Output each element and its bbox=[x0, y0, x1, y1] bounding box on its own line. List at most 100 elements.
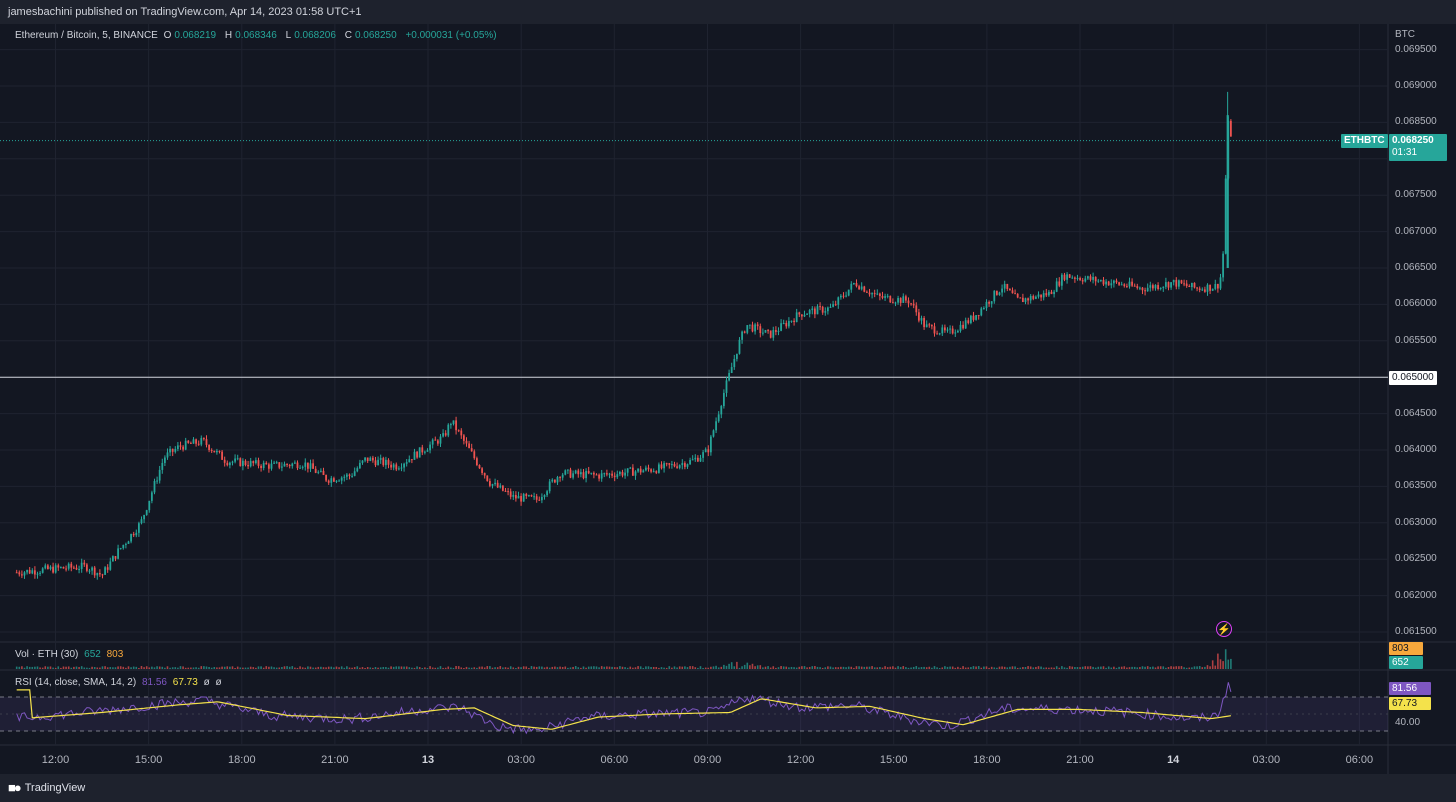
candle-body bbox=[756, 324, 759, 327]
volume-bar bbox=[239, 667, 242, 669]
candle-body bbox=[982, 308, 985, 310]
volume-bar bbox=[299, 666, 301, 669]
candle-body bbox=[106, 567, 109, 570]
volume-bar bbox=[278, 667, 281, 669]
volume-title[interactable]: Vol · ETH (30) bbox=[15, 649, 79, 660]
volume-bar bbox=[41, 667, 44, 669]
volume-bar bbox=[938, 667, 941, 669]
candle-body bbox=[881, 295, 884, 298]
candle-body bbox=[75, 567, 78, 570]
volume-bar bbox=[1178, 666, 1180, 669]
candle-body bbox=[1175, 279, 1178, 287]
volume-bar bbox=[268, 666, 270, 669]
volume-bar bbox=[203, 666, 205, 669]
candle-body bbox=[247, 464, 249, 467]
volume-bar bbox=[691, 666, 694, 669]
candle-body bbox=[1224, 178, 1227, 254]
candle-body bbox=[171, 448, 174, 452]
volume-bar bbox=[1068, 666, 1071, 669]
candle-body bbox=[1024, 298, 1027, 303]
candle-body bbox=[772, 330, 775, 338]
candle-body bbox=[475, 458, 478, 466]
candle-body bbox=[1188, 286, 1191, 288]
volume-bar bbox=[351, 667, 353, 669]
volume-bar bbox=[1214, 665, 1217, 669]
candle-body bbox=[28, 569, 31, 574]
candle-body bbox=[546, 491, 548, 496]
candle-body bbox=[574, 470, 577, 474]
candle-body bbox=[785, 322, 788, 327]
horizontal-line-label[interactable]: 0.065000 bbox=[1389, 371, 1437, 385]
volume-bar bbox=[1040, 666, 1042, 669]
volume-bar bbox=[582, 666, 585, 669]
candle-body bbox=[223, 459, 226, 463]
candle-body bbox=[228, 462, 231, 466]
candle-body bbox=[608, 473, 611, 475]
volume-bar bbox=[153, 667, 156, 669]
volume-bar bbox=[611, 666, 613, 669]
price-tick-label: 0.062500 bbox=[1395, 553, 1437, 565]
volume-bar bbox=[1063, 667, 1066, 669]
candle-body bbox=[176, 445, 179, 449]
candle-body bbox=[1115, 280, 1118, 283]
candle-body bbox=[379, 458, 382, 460]
candle-body bbox=[478, 465, 481, 469]
ohlc-open: O 0.068219 bbox=[163, 30, 217, 41]
volume-bar bbox=[600, 666, 603, 669]
lightning-icon[interactable]: ⚡ bbox=[1216, 621, 1232, 637]
volume-bar bbox=[356, 666, 359, 669]
volume-bar bbox=[697, 667, 699, 669]
candle-body bbox=[917, 312, 920, 321]
candle-body bbox=[33, 570, 36, 575]
volume-bar bbox=[177, 667, 179, 669]
volume-bar bbox=[78, 667, 80, 669]
candle-body bbox=[551, 479, 554, 482]
tradingview-logo[interactable]: ■● TradingView bbox=[8, 774, 85, 802]
price-chart[interactable] bbox=[0, 24, 1456, 774]
volume-bar bbox=[486, 666, 489, 669]
candle-body bbox=[166, 452, 169, 458]
candle-body bbox=[397, 468, 400, 470]
volume-bar bbox=[114, 667, 117, 669]
ohlc-close: C 0.068250 bbox=[344, 30, 397, 41]
volume-bar bbox=[759, 665, 762, 669]
volume-bar bbox=[1066, 667, 1068, 669]
candle-body bbox=[618, 471, 621, 475]
candle-body bbox=[663, 463, 665, 469]
volume-bar bbox=[801, 666, 803, 669]
volume-bar bbox=[1105, 667, 1107, 669]
candle-body bbox=[202, 438, 205, 440]
symbol-title[interactable]: Ethereum / Bitcoin, 5, BINANCE bbox=[15, 30, 158, 41]
volume-bar bbox=[60, 667, 62, 669]
candle-body bbox=[722, 392, 725, 407]
candle-body bbox=[486, 475, 489, 482]
volume-bar bbox=[650, 667, 652, 669]
candle-body bbox=[920, 318, 923, 321]
price-tick-label: 0.065500 bbox=[1395, 334, 1437, 346]
candle-body bbox=[673, 464, 676, 467]
candle-body bbox=[1084, 278, 1087, 282]
candle-body bbox=[988, 301, 990, 304]
candle-body bbox=[850, 283, 853, 290]
candle-body bbox=[1214, 283, 1217, 289]
candle-body bbox=[1154, 285, 1157, 289]
candle-body bbox=[184, 440, 187, 450]
candle-body bbox=[340, 477, 343, 481]
volume-bar bbox=[933, 666, 936, 669]
volume-bar bbox=[353, 667, 356, 669]
candle-body bbox=[39, 572, 41, 574]
volume-bar bbox=[1107, 666, 1110, 669]
volume-bar bbox=[1110, 667, 1113, 669]
candle-body bbox=[561, 474, 564, 478]
candle-body bbox=[712, 430, 715, 437]
candle-body bbox=[735, 353, 738, 359]
candle-body bbox=[980, 308, 983, 316]
candle-body bbox=[153, 480, 156, 493]
candle-body bbox=[67, 563, 70, 569]
volume-bar bbox=[710, 666, 712, 669]
candle-body bbox=[1008, 288, 1011, 291]
candle-body bbox=[1211, 288, 1214, 291]
rsi-title[interactable]: RSI (14, close, SMA, 14, 2) bbox=[15, 677, 137, 688]
volume-bar bbox=[431, 667, 434, 669]
candle-body bbox=[265, 462, 268, 465]
